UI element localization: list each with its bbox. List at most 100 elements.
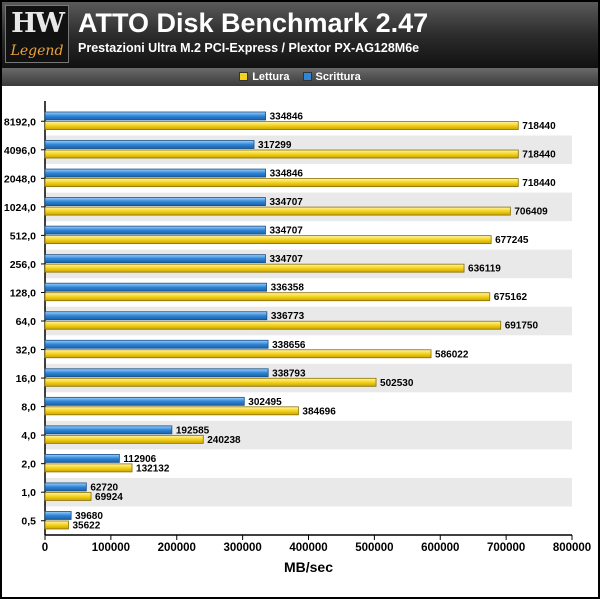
bar-write bbox=[44, 168, 266, 178]
bar-write bbox=[44, 197, 266, 207]
data-label-read: 675162 bbox=[494, 292, 528, 303]
legend-item-read: Lettura bbox=[239, 68, 289, 86]
x-axis-title: MB/sec bbox=[284, 559, 333, 575]
data-label-write: 62720 bbox=[90, 482, 118, 493]
data-label-write: 338793 bbox=[272, 368, 306, 379]
data-label-write: 336358 bbox=[271, 283, 305, 294]
data-label-read: 132132 bbox=[136, 463, 170, 474]
bar-read bbox=[44, 178, 519, 187]
logo-bottom-text: Legend bbox=[10, 43, 64, 59]
bar-write bbox=[44, 282, 267, 292]
x-tick-label: 400000 bbox=[289, 542, 327, 554]
data-label-read: 586022 bbox=[435, 349, 469, 360]
y-tick-label: 4096,0 bbox=[4, 145, 36, 157]
legend-label-write: Scrittura bbox=[315, 71, 361, 83]
legend: Lettura Scrittura bbox=[2, 68, 598, 86]
bar-read bbox=[44, 121, 519, 130]
data-label-write: 302495 bbox=[248, 397, 282, 408]
data-label-read: 718440 bbox=[522, 178, 556, 189]
x-tick-label: 800000 bbox=[553, 542, 591, 554]
y-tick-label: 4,0 bbox=[21, 430, 36, 442]
logo-top-text: HW bbox=[11, 8, 65, 39]
legend-swatch-read bbox=[239, 72, 249, 81]
data-label-write: 334846 bbox=[270, 112, 304, 123]
data-label-write: 334846 bbox=[270, 169, 304, 180]
bar-write bbox=[44, 111, 266, 121]
y-tick-label: 16,0 bbox=[16, 373, 37, 385]
bar-write bbox=[44, 425, 173, 435]
y-tick-label: 256,0 bbox=[10, 259, 36, 271]
x-tick-label: 500000 bbox=[355, 542, 393, 554]
bar-read bbox=[44, 520, 69, 530]
row-band bbox=[45, 477, 572, 507]
bar-read bbox=[44, 320, 502, 330]
bar-read bbox=[44, 492, 92, 501]
bar-read bbox=[44, 463, 133, 473]
y-tick-label: 2048,0 bbox=[4, 173, 36, 185]
bar-read bbox=[44, 292, 491, 302]
chart-subtitle: Prestazioni Ultra M.2 PCI-Express / Plex… bbox=[78, 41, 420, 55]
bar-read bbox=[44, 434, 204, 444]
data-label-read: 69924 bbox=[95, 492, 123, 503]
data-label-write: 334707 bbox=[269, 226, 303, 237]
x-tick-label: 700000 bbox=[487, 542, 525, 554]
chart-title: ATTO Disk Benchmark 2.47 bbox=[78, 8, 429, 38]
bar-write bbox=[44, 140, 255, 149]
bar-read bbox=[44, 149, 519, 159]
bar-write bbox=[44, 453, 120, 463]
data-label-read: 718440 bbox=[522, 121, 556, 132]
y-tick-label: 8,0 bbox=[21, 402, 36, 414]
bar-write bbox=[44, 254, 266, 264]
data-label-read: 240238 bbox=[207, 435, 241, 446]
bar-read bbox=[44, 263, 465, 273]
bar-read bbox=[44, 349, 432, 359]
data-label-read: 636119 bbox=[468, 264, 501, 275]
data-label-read: 706409 bbox=[514, 207, 548, 218]
bar-write bbox=[44, 225, 266, 235]
data-label-write: 39680 bbox=[75, 511, 103, 522]
bar-write bbox=[44, 511, 72, 520]
y-tick-label: 128,0 bbox=[10, 287, 36, 299]
x-tick-label: 200000 bbox=[158, 542, 196, 554]
y-tick-label: 2,0 bbox=[21, 459, 36, 471]
legend-bar: Lettura Scrittura bbox=[2, 68, 598, 86]
bar-write bbox=[44, 339, 269, 349]
data-label-read: 718440 bbox=[522, 150, 556, 161]
data-label-read: 502530 bbox=[380, 378, 414, 389]
data-label-read: 35622 bbox=[72, 520, 100, 531]
data-label-write: 336773 bbox=[271, 311, 305, 322]
bar-write bbox=[44, 368, 269, 378]
data-label-write: 334707 bbox=[269, 197, 303, 208]
data-label-read: 677245 bbox=[495, 235, 529, 246]
x-tick-label: 300000 bbox=[223, 542, 261, 554]
legend-swatch-write bbox=[302, 72, 312, 81]
y-tick-label: 1024,0 bbox=[4, 202, 36, 214]
y-tick-label: 0,5 bbox=[21, 516, 36, 528]
legend-label-read: Lettura bbox=[252, 71, 290, 83]
hwlegend-logo: HW Legend bbox=[5, 5, 69, 63]
bar-read bbox=[44, 235, 492, 245]
bar-read bbox=[44, 206, 511, 216]
x-tick-label: 100000 bbox=[92, 542, 130, 554]
y-tick-label: 32,0 bbox=[16, 345, 37, 357]
y-tick-label: 64,0 bbox=[16, 316, 37, 328]
y-tick-label: 1,0 bbox=[21, 487, 36, 499]
data-label-write: 192585 bbox=[176, 425, 210, 436]
data-label-write: 317299 bbox=[258, 140, 292, 151]
data-label-read: 384696 bbox=[302, 406, 336, 417]
header-bar: HW Legend ATTO Disk Benchmark 2.47 Prest… bbox=[2, 2, 598, 68]
bar-write bbox=[44, 396, 245, 406]
data-label-write: 338656 bbox=[272, 340, 306, 351]
y-tick-label: 512,0 bbox=[10, 230, 36, 242]
x-tick-label: 0 bbox=[42, 542, 48, 554]
bar-read bbox=[44, 377, 377, 387]
legend-item-write: Scrittura bbox=[302, 68, 361, 86]
data-label-read: 691750 bbox=[505, 321, 539, 332]
data-label-write: 334707 bbox=[269, 254, 303, 265]
x-tick-label: 600000 bbox=[421, 542, 459, 554]
data-label-write: 112906 bbox=[123, 454, 156, 465]
bar-write bbox=[44, 482, 87, 492]
bar-write bbox=[44, 311, 268, 321]
y-tick-label: 8192,0 bbox=[4, 116, 36, 128]
